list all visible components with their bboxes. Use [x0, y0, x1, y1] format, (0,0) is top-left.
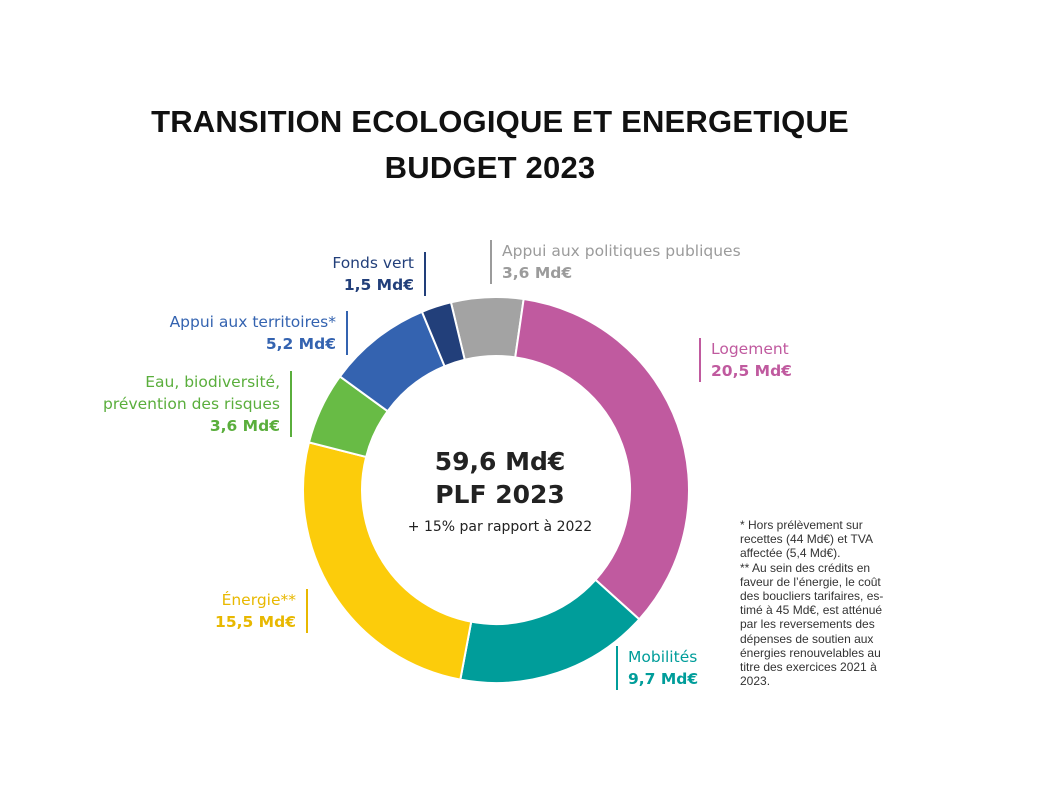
- label-logement-value: 20,5 Md€: [711, 362, 792, 380]
- label-fonds-vert: Fonds vert 1,5 Md€: [332, 252, 426, 296]
- chart-title: TRANSITION ECOLOGIQUE ET ENERGETIQUE: [151, 104, 849, 139]
- label-energie: Énergie** 15,5 Md€: [215, 589, 308, 633]
- label-logement-name: Logement: [711, 340, 789, 358]
- label-fonds-vert-value: 1,5 Md€: [343, 276, 414, 294]
- change-text: + 15% par rapport à 2022: [407, 519, 593, 535]
- chart-subtitle: BUDGET 2023: [384, 150, 596, 185]
- label-eau-value: 3,6 Md€: [209, 417, 280, 435]
- label-eau-line2: prévention des risques: [103, 395, 280, 413]
- donut-slice-2: [459, 578, 641, 684]
- donut-slice-1: [514, 297, 690, 621]
- donut-slice-6: [420, 301, 466, 368]
- footnote: * Hors prélèvement sur recettes (44 Md€)…: [740, 518, 884, 689]
- label-territoires-value: 5,2 Md€: [265, 335, 336, 353]
- label-logement: Logement 20,5 Md€: [699, 338, 792, 382]
- label-mobilites-value: 9,7 Md€: [628, 670, 699, 688]
- label-territoires: Appui aux territoires* 5,2 Md€: [170, 311, 348, 355]
- label-mobilites-name: Mobilités: [628, 648, 698, 666]
- label-energie-value: 15,5 Md€: [215, 613, 296, 631]
- label-energie-name: Énergie**: [221, 591, 296, 609]
- label-fonds-vert-name: Fonds vert: [332, 254, 414, 272]
- label-appui-politiques-value: 3,6 Md€: [502, 264, 573, 282]
- label-appui-politiques-name: Appui aux politiques publiques: [502, 242, 741, 260]
- total-value: 59,6 Md€: [434, 447, 566, 476]
- donut-slice-3: [302, 441, 473, 681]
- center-subtitle: PLF 2023: [435, 480, 565, 509]
- label-mobilites: Mobilités 9,7 Md€: [616, 646, 698, 690]
- label-territoires-name: Appui aux territoires*: [169, 313, 336, 331]
- label-eau: Eau, biodiversité, prévention des risque…: [103, 371, 292, 437]
- label-appui-politiques: Appui aux politiques publiques 3,6 Md€: [490, 240, 741, 284]
- label-eau-line1: Eau, biodiversité,: [145, 373, 280, 391]
